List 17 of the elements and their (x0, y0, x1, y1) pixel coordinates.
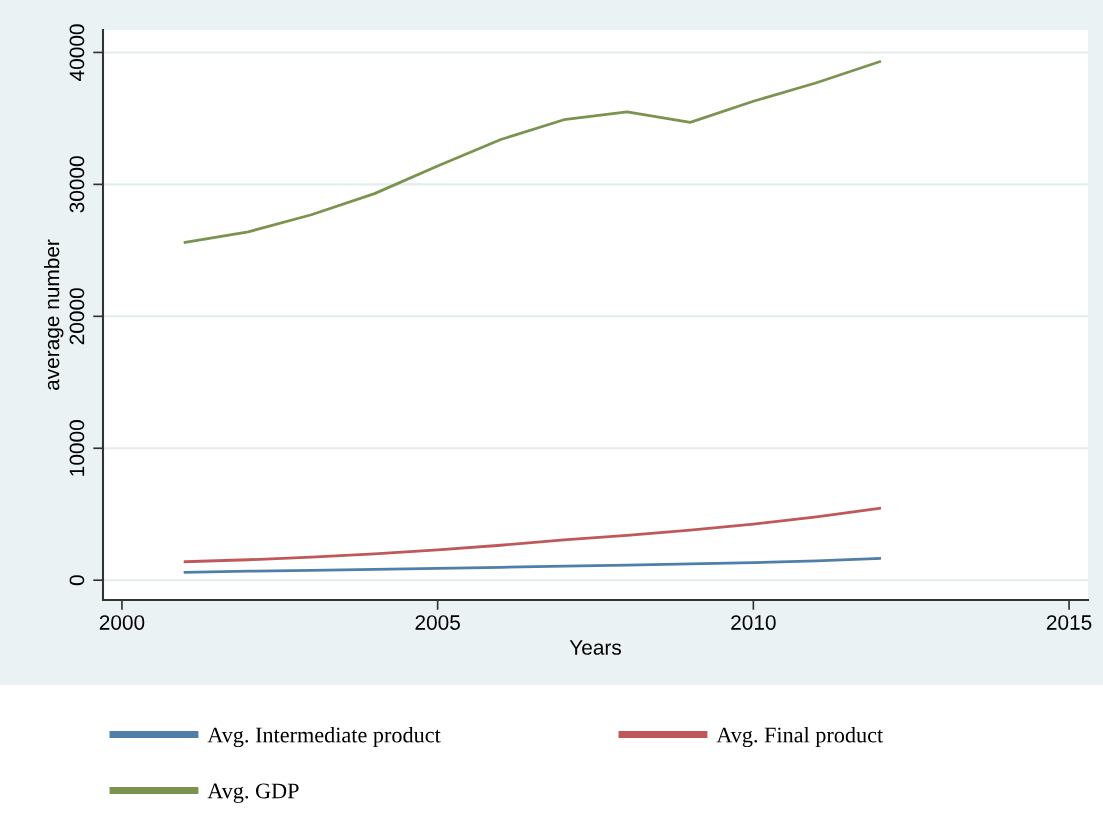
y-tick-label: 20000 (69, 288, 85, 345)
y-axis-title: average number (44, 239, 64, 390)
x-tick-label: 2000 (99, 615, 145, 630)
x-tick-label: 2005 (415, 615, 460, 630)
y-tick-label: 0 (69, 575, 85, 586)
line-series (183, 60, 882, 244)
legend-label: Avg. Intermediate product (207, 726, 441, 748)
x-tick-label: 2010 (731, 615, 776, 630)
legend-label: Avg. Final product (716, 726, 884, 748)
x-axis-title: Years (569, 640, 622, 655)
line-series (183, 557, 882, 574)
x-tick-label: 2015 (1046, 615, 1092, 630)
y-tick-label: 10000 (69, 420, 85, 476)
line-series (183, 506, 882, 564)
y-tick-label: 30000 (69, 156, 85, 213)
legend-label: Avg. GDP (207, 783, 299, 803)
y-tick-label: 40000 (69, 24, 85, 81)
